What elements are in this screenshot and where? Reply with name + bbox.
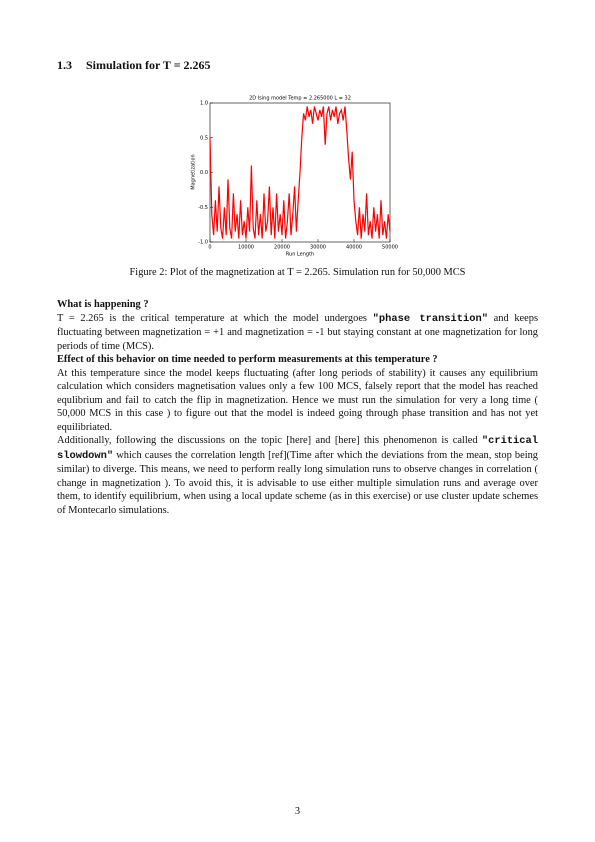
text: At this temperature since the model keep… [57, 367, 538, 433]
chart-title: 2D Ising model Temp = 2.265000 L = 32 [249, 96, 351, 102]
emphasis: "critical slowdown" [57, 435, 538, 462]
x-tick-label: 50000 [382, 245, 398, 251]
x-tick-label: 0 [208, 245, 211, 251]
text: Additionally, following the discussions … [57, 435, 482, 446]
page-number: 3 [294, 806, 301, 817]
section-number: 1.3 [57, 58, 72, 72]
body-text: What is happening ? T = 2.265 is the cri… [57, 298, 538, 517]
paragraph-heading: Effect of this behavior on time needed t… [57, 353, 538, 367]
paragraph: T = 2.265 is the critical temperature at… [57, 312, 538, 354]
data-line [209, 106, 391, 239]
x-tick-label: 10000 [238, 245, 254, 251]
heading: Effect of this behavior on time needed t… [57, 354, 438, 365]
chart: 2D Ising model Temp = 2.265000 L = 32 Ru… [191, 96, 398, 258]
x-tick-label: 30000 [310, 245, 326, 251]
heading: What is happening ? [57, 299, 149, 310]
section-heading: 1.3 Simulation for T = 2.265 [57, 58, 211, 73]
text: T = 2.265 is the critical temperature at… [57, 312, 373, 324]
y-tick-label: 0.0 [200, 170, 208, 176]
paragraph: At this temperature since the model keep… [57, 367, 538, 435]
y-tick-label: 1.0 [200, 101, 208, 107]
x-tick-label: 40000 [346, 245, 362, 251]
y-axis-label: Magnetization [191, 154, 197, 189]
text: and keeps fluctuating between magnetizat… [57, 312, 538, 352]
y-tick-label: -1.0 [198, 240, 208, 246]
paragraph-heading: What is happening ? [57, 298, 538, 312]
section-title: Simulation for T = 2.265 [86, 58, 211, 72]
x-axis-label: Run Length [286, 252, 314, 258]
figure-caption: Figure 2: Plot of the magnetization at T… [129, 267, 466, 278]
x-tick-label: 20000 [274, 245, 290, 251]
paragraph: Additionally, following the discussions … [57, 434, 538, 517]
text: which causes the correlation length [ref… [57, 449, 538, 516]
y-tick-label: -0.5 [198, 205, 208, 211]
emphasis: "phase transition" [372, 312, 488, 325]
y-tick-label: 0.5 [200, 135, 208, 141]
